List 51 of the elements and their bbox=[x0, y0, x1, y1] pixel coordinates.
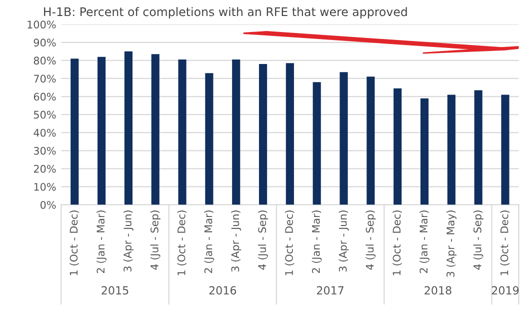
bar bbox=[394, 88, 402, 205]
x-tick-label: 1 (Oct - Dec) bbox=[500, 210, 510, 276]
x-tick-label: 2 (Jan - Mar) bbox=[419, 210, 430, 274]
x-tick-label: 1 (Oct - Dec) bbox=[392, 210, 402, 276]
x-tick-label: 3 (Apr - May) bbox=[446, 210, 456, 277]
bar bbox=[420, 98, 429, 205]
x-tick-label: 1 (Oct - Dec) bbox=[284, 210, 294, 276]
bar bbox=[340, 72, 348, 205]
text: 2015 bbox=[102, 286, 128, 295]
y-tick-label: 30% bbox=[34, 146, 56, 155]
x-tick-label: 2 (Jan - Mar) bbox=[204, 210, 214, 274]
y-tick-label: 100% bbox=[28, 20, 56, 28]
text: 2017 bbox=[316, 286, 344, 295]
bar bbox=[178, 60, 186, 205]
bar bbox=[205, 73, 214, 205]
y-tick-label: 50% bbox=[34, 110, 56, 119]
x-tick-label: 4 (Jul - Sep) bbox=[366, 210, 376, 270]
x-tick-label: 1 (Oct - Dec) bbox=[177, 210, 187, 276]
text: 2016 bbox=[209, 286, 236, 295]
text: 2019 bbox=[492, 286, 519, 295]
y-tick-label: 20% bbox=[34, 164, 56, 173]
x-tick-label: 3 (Apr - Jun) bbox=[123, 210, 134, 272]
bar bbox=[258, 64, 268, 205]
bar bbox=[232, 60, 240, 205]
y-tick-label: 70% bbox=[34, 74, 56, 83]
x-tick-label: 4 (Jul - Sep) bbox=[150, 210, 160, 270]
bar bbox=[98, 56, 106, 205]
x-tick-label: 4 (Jul - Sep) bbox=[258, 210, 268, 270]
bar bbox=[286, 63, 294, 205]
bar bbox=[366, 76, 375, 205]
y-tick-label: 60% bbox=[34, 92, 56, 101]
x-tick-label: 4 (Jul - Sep) bbox=[473, 210, 484, 270]
bar bbox=[501, 94, 510, 205]
text: 2018 bbox=[424, 286, 452, 295]
bar bbox=[70, 58, 79, 205]
x-tick-label: 3 (Apr - Jun) bbox=[338, 210, 349, 272]
y-tick-label: 0% bbox=[40, 200, 56, 209]
x-tick-label: 3 (Apr - Jun) bbox=[231, 210, 242, 272]
bar bbox=[312, 82, 321, 205]
x-tick-label: 2 (Jan - Mar) bbox=[96, 210, 107, 274]
x-tick-label: 1 (Oct - Dec) bbox=[70, 210, 79, 276]
y-tick-label: 90% bbox=[34, 38, 56, 47]
bar bbox=[474, 90, 482, 205]
bar bbox=[447, 94, 456, 205]
y-tick-label: 80% bbox=[34, 56, 56, 65]
y-tick-label: 40% bbox=[34, 128, 56, 137]
x-tick-label: 2 (Jan - Mar) bbox=[312, 210, 322, 274]
bar bbox=[124, 51, 132, 205]
chart-title: H-1B: Percent of completions with an RFE that were approved bbox=[44, 7, 407, 18]
bar bbox=[151, 54, 160, 205]
y-tick-label: 10% bbox=[34, 182, 56, 191]
